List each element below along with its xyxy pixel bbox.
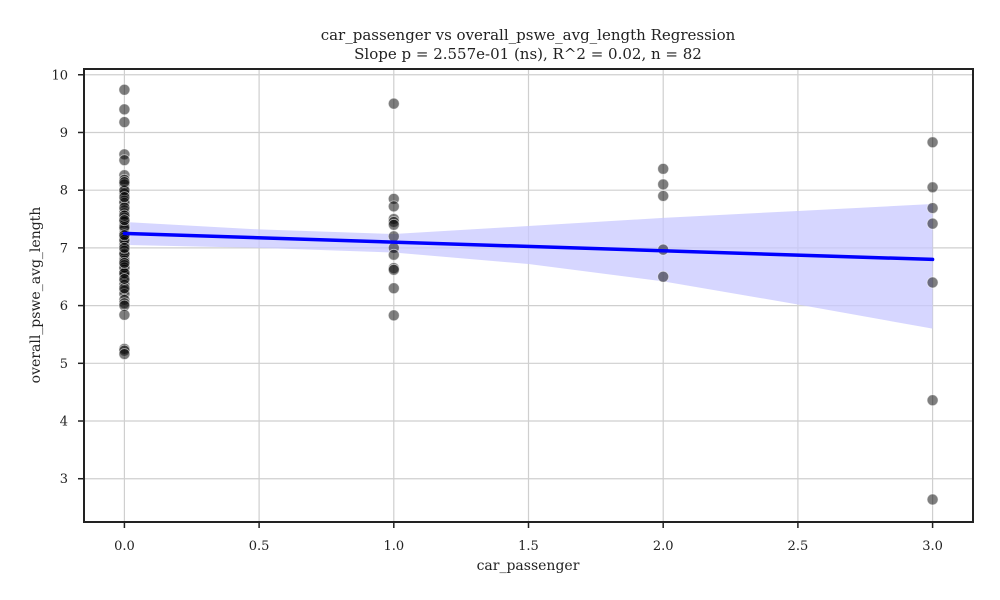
scatter-point [926, 202, 939, 214]
scatter-point [657, 270, 670, 283]
scatter-point [118, 103, 131, 116]
scatter-point [118, 241, 131, 254]
y-axis-label: overall_pswe_avg_length [28, 207, 44, 384]
y-tick-label: 10 [51, 68, 68, 83]
scatter-point [387, 200, 400, 213]
scatter-point [926, 217, 939, 230]
scatter-point [118, 191, 131, 204]
scatter-point [387, 230, 400, 243]
y-tick-label: 5 [60, 357, 68, 372]
y-tick-label: 6 [60, 299, 68, 314]
scatter-point [657, 162, 670, 175]
scatter-point [118, 348, 131, 360]
y-tick-label: 3 [60, 472, 68, 487]
scatter-point [387, 309, 400, 322]
scatter-point [118, 214, 131, 227]
scatter-point [657, 178, 670, 191]
scatter-point [926, 136, 939, 149]
chart-title: car_passenger vs overall_pswe_avg_length… [321, 26, 736, 44]
scatter-points-layer [118, 83, 939, 506]
scatter-point [926, 493, 939, 506]
regression-line-layer [122, 231, 935, 262]
x-axis-ticks: 0.0 0.5 1.0 1.5 2.0 2.5 3.0 [114, 522, 943, 554]
scatter-point [118, 83, 131, 96]
scatter-point [118, 273, 131, 285]
scatter-point [387, 97, 400, 110]
x-tick-label: 3.0 [922, 539, 943, 554]
scatter-point [926, 181, 939, 194]
scatter-point [387, 263, 400, 276]
regression-line [122, 231, 935, 262]
y-tick-label: 8 [60, 184, 68, 199]
y-tick-label: 7 [60, 241, 68, 256]
scatter-point [118, 154, 131, 167]
x-tick-label: 2.0 [653, 539, 674, 554]
scatter-point [118, 256, 131, 269]
scatter-point [118, 308, 131, 321]
chart-subtitle: Slope p = 2.557e-01 (ns), R^2 = 0.02, n … [354, 45, 702, 63]
x-tick-label: 0.0 [114, 539, 135, 554]
scatter-point [387, 248, 400, 261]
scatter-point [118, 176, 131, 189]
y-axis-ticks: 3 4 5 6 7 8 9 10 [51, 68, 84, 487]
confidence-band [124, 204, 933, 329]
x-tick-label: 1.5 [518, 539, 539, 554]
x-tick-label: 2.5 [788, 539, 809, 554]
x-axis-label: car_passenger [477, 558, 580, 574]
x-tick-label: 0.5 [249, 539, 270, 554]
scatter-point [387, 282, 400, 295]
scatter-point [387, 218, 400, 231]
scatter-point [926, 276, 939, 289]
confidence-band-layer [124, 204, 933, 329]
scatter-point [118, 116, 131, 128]
y-tick-label: 4 [60, 415, 68, 430]
x-tick-label: 1.0 [383, 539, 404, 554]
scatter-point [657, 190, 670, 202]
y-tick-label: 9 [60, 126, 68, 141]
scatter-point [926, 394, 939, 407]
